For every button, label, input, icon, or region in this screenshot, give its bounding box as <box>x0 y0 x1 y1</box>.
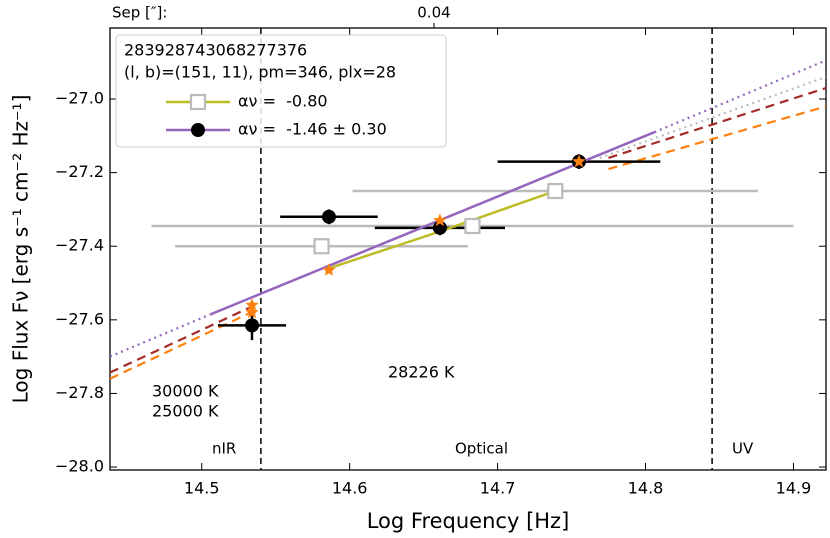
point <box>245 298 259 311</box>
top-tick-label: 0.04 <box>417 4 450 22</box>
region-label: Optical <box>455 440 508 458</box>
region-label: UV <box>732 440 754 458</box>
annotation: 25000 K <box>152 402 219 421</box>
legend-title: 283928743068277376 <box>124 41 307 60</box>
y-tick-label: −27.2 <box>55 162 104 181</box>
legend-marker <box>189 93 207 111</box>
legend-title: (l, b)=(151, 11), pm=346, plx=28 <box>124 63 396 82</box>
legend-label: αν = -1.46 ± 0.30 <box>238 120 387 139</box>
point <box>464 217 481 235</box>
y-tick-label: −27.6 <box>55 309 104 328</box>
y-tick-label: −27.0 <box>55 89 104 108</box>
point <box>245 318 260 333</box>
y-axis-label: Log Flux Fν [erg s⁻¹ cm⁻² Hz⁻¹] <box>9 95 33 404</box>
point <box>433 213 447 227</box>
x-tick-label: 14.6 <box>332 479 368 498</box>
plot-area <box>110 28 826 470</box>
y-tick-label: −27.4 <box>55 236 104 255</box>
point <box>245 305 259 319</box>
point <box>547 182 564 200</box>
x-tick-label: 14.5 <box>184 479 220 498</box>
extrapolation-line <box>110 86 826 374</box>
legend-marker <box>191 123 205 137</box>
extrapolation-line <box>110 105 826 380</box>
annotation: 28226 K <box>388 363 455 382</box>
point <box>322 263 336 276</box>
legend-box <box>115 34 447 148</box>
point <box>313 238 330 255</box>
top-axis-label: Sep [″]: <box>112 4 167 22</box>
x-tick-label: 14.8 <box>628 479 664 498</box>
y-tick-label: −28.0 <box>55 457 104 476</box>
x-tick-label: 14.7 <box>480 479 516 498</box>
point <box>321 209 336 224</box>
point <box>572 154 586 168</box>
x-tick-label: 14.9 <box>776 479 812 498</box>
extrapolation-line <box>599 75 826 159</box>
annotation: 30000 K <box>152 382 219 401</box>
x-axis-label: Log Frequency [Hz] <box>367 509 570 533</box>
y-tick-label: −27.8 <box>55 383 104 402</box>
legend-label: αν = -0.80 <box>238 92 328 111</box>
region-label: nIR <box>212 440 236 458</box>
extrapolation-line <box>110 59 826 358</box>
